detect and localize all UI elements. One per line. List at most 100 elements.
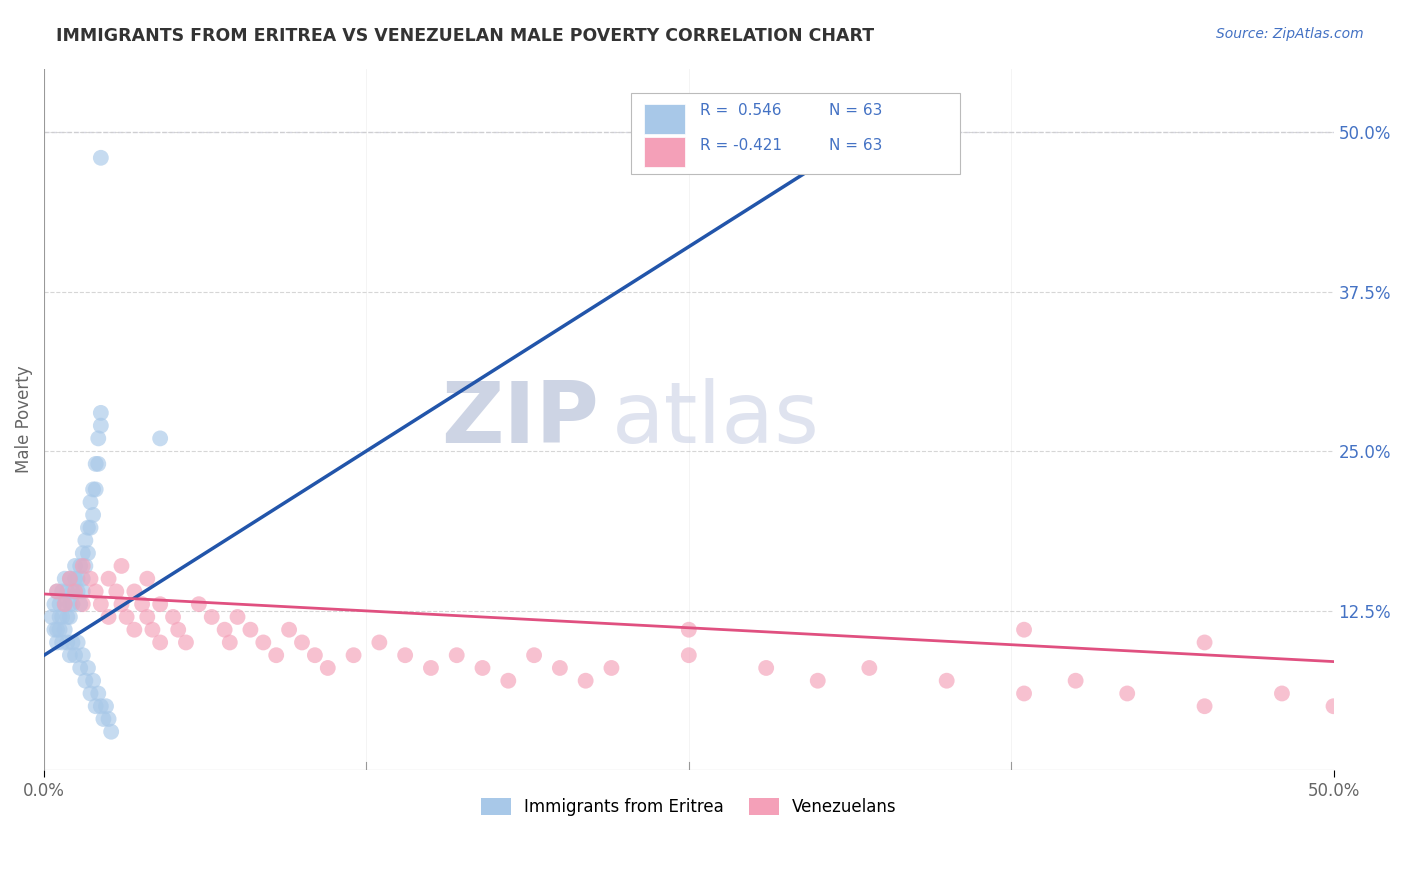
Point bbox=[394, 648, 416, 663]
Point bbox=[82, 483, 104, 497]
Point bbox=[77, 521, 100, 535]
Point bbox=[226, 610, 249, 624]
Point bbox=[1322, 699, 1344, 714]
Point bbox=[94, 699, 117, 714]
Legend: Immigrants from Eritrea, Venezuelans: Immigrants from Eritrea, Venezuelans bbox=[472, 790, 905, 825]
Point bbox=[678, 623, 700, 637]
Text: R = -0.421: R = -0.421 bbox=[700, 138, 782, 153]
Point bbox=[44, 623, 66, 637]
Point bbox=[79, 521, 101, 535]
Point bbox=[72, 572, 94, 586]
Point bbox=[48, 610, 70, 624]
Point bbox=[471, 661, 494, 675]
Point bbox=[97, 712, 120, 726]
Point bbox=[149, 635, 172, 649]
FancyBboxPatch shape bbox=[631, 93, 959, 174]
Point bbox=[87, 431, 110, 445]
Point bbox=[82, 508, 104, 522]
Point bbox=[575, 673, 598, 688]
Point bbox=[523, 648, 546, 663]
Point bbox=[1194, 699, 1216, 714]
Point bbox=[1064, 673, 1087, 688]
Point bbox=[59, 597, 82, 611]
Point bbox=[62, 597, 84, 611]
Point bbox=[110, 558, 132, 573]
Point bbox=[46, 584, 69, 599]
Point bbox=[755, 661, 778, 675]
Point bbox=[124, 584, 146, 599]
Point bbox=[115, 610, 138, 624]
Point bbox=[239, 623, 262, 637]
Point bbox=[72, 546, 94, 560]
Point bbox=[110, 597, 132, 611]
Point bbox=[72, 584, 94, 599]
Point bbox=[87, 686, 110, 700]
Point bbox=[446, 648, 468, 663]
Point bbox=[1116, 686, 1139, 700]
Point bbox=[90, 699, 112, 714]
Point bbox=[69, 558, 91, 573]
Point bbox=[368, 635, 391, 649]
Y-axis label: Male Poverty: Male Poverty bbox=[15, 366, 32, 473]
Point bbox=[342, 648, 364, 663]
Point bbox=[62, 635, 84, 649]
Point bbox=[53, 572, 76, 586]
Point bbox=[162, 610, 184, 624]
Point bbox=[316, 661, 339, 675]
Point bbox=[63, 648, 86, 663]
Point bbox=[90, 418, 112, 433]
Point bbox=[1012, 686, 1035, 700]
Point bbox=[82, 673, 104, 688]
Point bbox=[41, 610, 63, 624]
Bar bbox=[644, 137, 685, 167]
Point bbox=[48, 623, 70, 637]
Point bbox=[100, 724, 122, 739]
Point bbox=[59, 572, 82, 586]
Point bbox=[498, 673, 520, 688]
Point bbox=[97, 610, 120, 624]
Text: ZIP: ZIP bbox=[441, 377, 599, 461]
Point bbox=[53, 597, 76, 611]
Point bbox=[935, 673, 957, 688]
Bar bbox=[644, 104, 685, 134]
Point bbox=[858, 661, 880, 675]
Point bbox=[90, 406, 112, 420]
Point bbox=[87, 457, 110, 471]
Point bbox=[75, 558, 97, 573]
Point bbox=[93, 712, 115, 726]
Point bbox=[548, 661, 571, 675]
Point bbox=[187, 597, 209, 611]
Point bbox=[69, 597, 91, 611]
Point bbox=[59, 610, 82, 624]
Point bbox=[131, 597, 153, 611]
Point bbox=[72, 648, 94, 663]
Point bbox=[84, 699, 107, 714]
Point bbox=[62, 584, 84, 599]
Point bbox=[69, 661, 91, 675]
Point bbox=[77, 661, 100, 675]
Point bbox=[56, 584, 79, 599]
Point bbox=[51, 584, 73, 599]
Point bbox=[66, 584, 89, 599]
Point bbox=[1012, 623, 1035, 637]
Point bbox=[63, 584, 86, 599]
Point bbox=[214, 623, 236, 637]
Text: atlas: atlas bbox=[612, 377, 820, 461]
Point bbox=[264, 648, 287, 663]
Point bbox=[141, 623, 163, 637]
Point bbox=[51, 610, 73, 624]
Text: R =  0.546: R = 0.546 bbox=[700, 103, 782, 118]
Point bbox=[66, 635, 89, 649]
Point bbox=[97, 572, 120, 586]
Point bbox=[167, 623, 190, 637]
Point bbox=[79, 572, 101, 586]
Point bbox=[59, 572, 82, 586]
Point bbox=[66, 572, 89, 586]
Point bbox=[136, 572, 159, 586]
Point bbox=[56, 610, 79, 624]
Point bbox=[218, 635, 240, 649]
Point bbox=[46, 635, 69, 649]
Point bbox=[75, 533, 97, 548]
Text: N = 63: N = 63 bbox=[830, 138, 883, 153]
Point bbox=[600, 661, 623, 675]
